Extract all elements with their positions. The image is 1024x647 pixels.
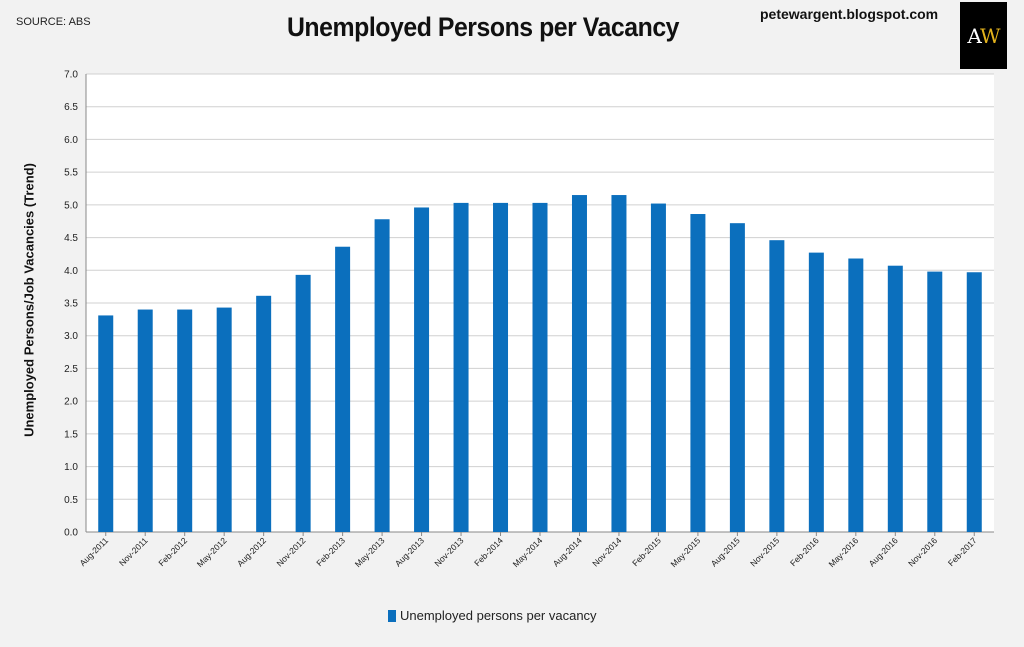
legend: Unemployed persons per vacancy (388, 608, 597, 623)
bar (571, 195, 587, 533)
blog-url[interactable]: petewargent.blogspot.com (760, 6, 939, 22)
x-tick-label: Nov-2016 (906, 535, 939, 568)
legend-label: Unemployed persons per vacancy (400, 608, 597, 623)
x-tick-label: Feb-2013 (314, 535, 347, 568)
bar (453, 202, 469, 532)
legend-swatch (388, 609, 396, 622)
chart-title: Unemployed Persons per Vacancy (286, 12, 680, 42)
bar (98, 315, 114, 532)
x-tick-label: May-2012 (195, 535, 229, 569)
x-tick-label: Aug-2011 (77, 535, 110, 568)
x-tick-label: Nov-2014 (590, 535, 623, 568)
logo-letter-a: A (967, 23, 981, 48)
bar (690, 214, 706, 532)
x-tick-label: Aug-2016 (867, 535, 900, 568)
bar (966, 272, 982, 532)
y-tick-label: 7.0 (64, 70, 78, 81)
bar (927, 271, 943, 532)
x-tick-label: Feb-2016 (788, 535, 821, 568)
bar (493, 202, 509, 532)
x-tick-label: Nov-2012 (274, 535, 307, 568)
x-tick-label: Aug-2013 (393, 535, 426, 568)
y-tick-label: 3.0 (64, 331, 78, 342)
x-tick-label: Nov-2011 (117, 535, 150, 568)
logo-letter-w: W (980, 23, 1001, 48)
bar (532, 202, 548, 532)
x-tick-label: Aug-2012 (235, 535, 268, 568)
y-tick-label: 4.5 (64, 233, 78, 244)
y-tick-label: 0.5 (64, 495, 78, 506)
bar (808, 252, 824, 532)
x-tick-label: Nov-2015 (748, 535, 781, 568)
y-tick-label: 4.0 (64, 266, 78, 277)
y-tick-label: 1.0 (64, 462, 78, 473)
y-tick-label: 5.0 (64, 200, 78, 211)
x-tick-label: Aug-2014 (551, 535, 584, 568)
x-tick-label: Feb-2014 (472, 535, 505, 568)
logo-mark: AW (967, 23, 1001, 48)
x-tick-label: Feb-2017 (946, 535, 979, 568)
bar (216, 307, 232, 532)
y-tick-label: 6.0 (64, 135, 78, 146)
bar (848, 258, 864, 532)
x-tick-label: May-2016 (826, 535, 860, 569)
x-tick-label: Aug-2015 (709, 535, 742, 568)
bar (769, 240, 785, 532)
bar (137, 309, 153, 532)
y-tick-label: 3.5 (64, 299, 78, 310)
x-tick-label: Feb-2012 (156, 535, 189, 568)
logo: AW (960, 2, 1007, 69)
bar (295, 274, 311, 532)
bar (335, 246, 351, 532)
x-tick-label: Nov-2013 (432, 535, 465, 568)
x-tick-label: Feb-2015 (630, 535, 663, 568)
bar (177, 309, 193, 532)
bar (256, 295, 272, 532)
x-tick-label: May-2014 (511, 535, 545, 569)
bar (729, 223, 745, 533)
y-tick-label: 6.5 (64, 102, 78, 113)
x-tick-label: May-2015 (669, 535, 703, 569)
y-tick-label: 1.5 (64, 429, 78, 440)
bar (374, 219, 390, 532)
source-label: SOURCE: ABS (16, 16, 91, 28)
bar (887, 265, 903, 532)
y-tick-label: 2.5 (64, 364, 78, 375)
y-tick-label: 5.5 (64, 168, 78, 179)
y-tick-label: 0.0 (64, 528, 78, 539)
bar (611, 195, 627, 533)
bar (650, 203, 666, 532)
bar (414, 207, 430, 532)
y-tick-label: 2.0 (64, 397, 78, 408)
x-tick-label: May-2013 (353, 535, 387, 569)
